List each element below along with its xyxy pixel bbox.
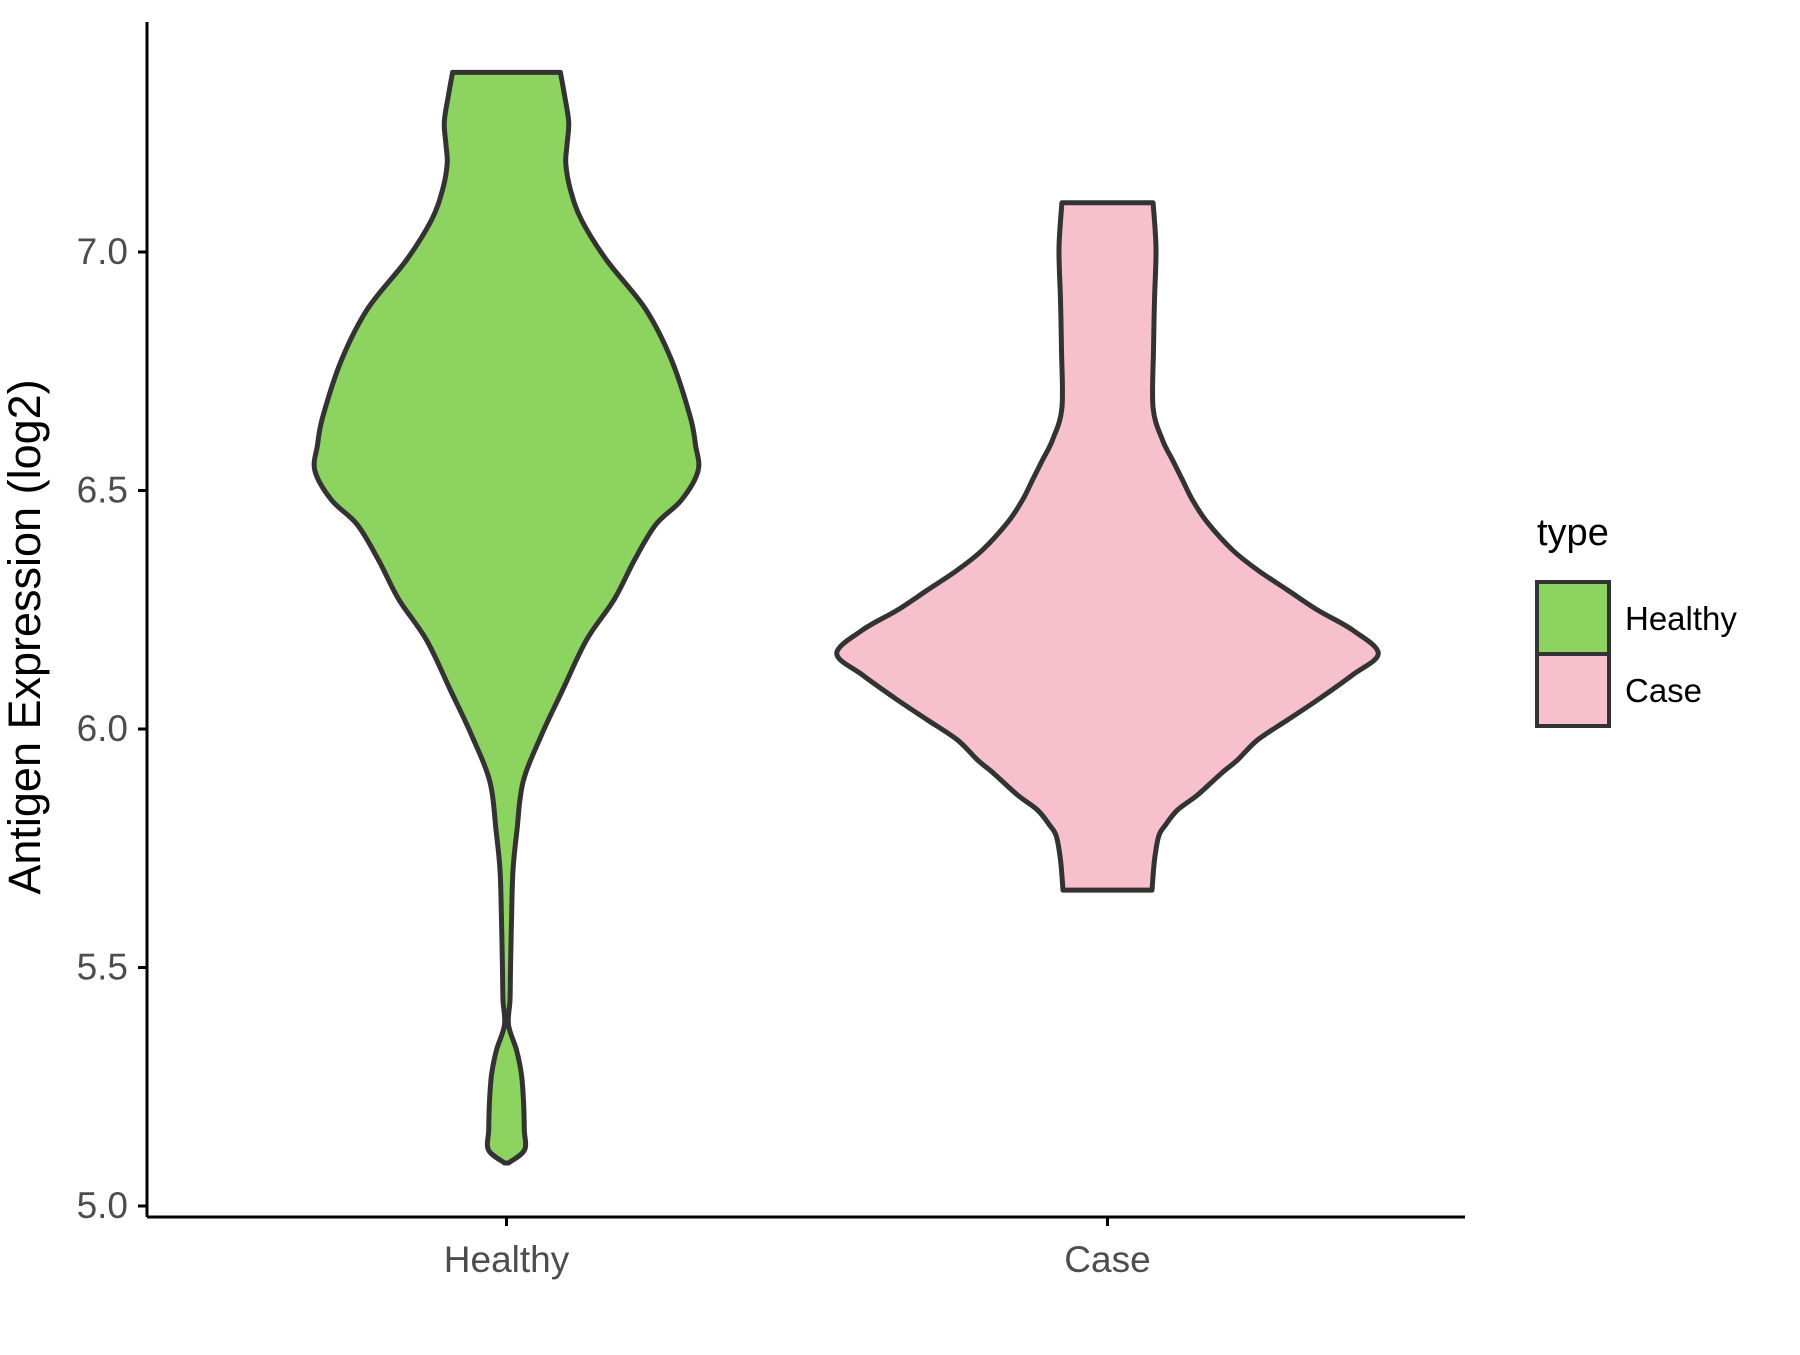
svg-text:6.5: 6.5 <box>77 470 128 511</box>
svg-text:6.0: 6.0 <box>77 708 128 749</box>
svg-text:Healthy: Healthy <box>444 1239 570 1280</box>
svg-text:Antigen Expression (log2): Antigen Expression (log2) <box>0 379 50 894</box>
svg-text:Healthy: Healthy <box>1625 600 1737 637</box>
svg-text:5.0: 5.0 <box>77 1185 128 1226</box>
svg-text:7.0: 7.0 <box>77 231 128 272</box>
svg-text:type: type <box>1537 512 1609 554</box>
svg-text:5.5: 5.5 <box>77 947 128 988</box>
svg-text:Case: Case <box>1064 1239 1150 1280</box>
svg-text:Case: Case <box>1625 672 1702 709</box>
